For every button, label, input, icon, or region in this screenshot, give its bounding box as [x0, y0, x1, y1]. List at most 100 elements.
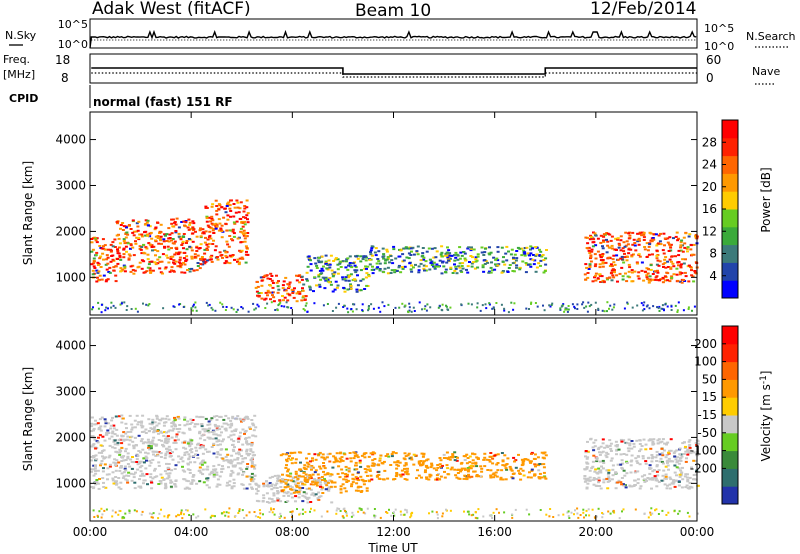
velocity-echo-cell — [183, 440, 187, 443]
power-echo-cell — [171, 269, 175, 272]
velocity-echo-cell — [648, 464, 652, 467]
velocity-echo-cell — [95, 440, 99, 443]
power-echo-cell — [637, 239, 641, 242]
velocity-clutter-cell — [92, 509, 95, 512]
power-echo-cell — [268, 278, 272, 280]
power-echo-cell — [140, 235, 144, 238]
velocity-echo-cell — [688, 449, 692, 452]
power-echo-cell — [539, 264, 542, 267]
power-echo-cell — [191, 226, 195, 229]
power-echo-cell — [634, 249, 638, 252]
velocity-echo-cell — [350, 483, 354, 486]
power-echo-cell — [408, 262, 412, 265]
velocity-clutter-cell — [477, 508, 480, 511]
power-echo-cell — [678, 280, 682, 283]
velocity-clutter-cell — [647, 516, 650, 519]
velocity-echo-cell — [496, 462, 500, 464]
velocity-echo-cell — [356, 471, 360, 474]
power-echo-cell — [161, 272, 164, 275]
velocity-clutter-cell — [649, 511, 652, 514]
velocity-echo-cell — [676, 460, 679, 463]
power-clutter-cell — [648, 307, 651, 310]
power-echo-cell — [167, 248, 171, 251]
velocity-echo-cell — [303, 480, 307, 483]
velocity-echo-cell — [667, 457, 671, 460]
velocity-echo-cell — [132, 476, 136, 479]
velocity-echo-cell — [666, 461, 669, 464]
power-echo-cell — [407, 247, 411, 250]
power-echo-cell — [220, 254, 224, 256]
velocity-echo-cell — [137, 485, 141, 488]
velocity-echo-cell — [270, 485, 274, 487]
velocity-clutter-cell — [100, 516, 103, 519]
power-echo-cell — [678, 273, 682, 276]
power-echo-cell — [461, 262, 465, 265]
power-echo-cell — [422, 264, 426, 267]
velocity-echo-cell — [521, 461, 525, 464]
velocity-echo-cell — [297, 490, 301, 493]
power-echo-cell — [389, 272, 393, 274]
velocity-echo-cell — [230, 469, 234, 472]
power-echo-cell — [515, 264, 519, 267]
power-echo-cell — [666, 241, 670, 244]
velocity-echo-cell — [221, 465, 224, 468]
power-echo-cell — [321, 276, 325, 279]
velocity-echo-cell — [222, 438, 225, 441]
power-echo-cell — [308, 288, 312, 291]
velocity-echo-cell — [408, 457, 412, 460]
velocity-clutter-cell — [474, 511, 477, 514]
power-echo-cell — [654, 270, 657, 273]
power-echo-cell — [228, 207, 232, 210]
power-echo-cell — [481, 266, 485, 269]
power-echo-cell — [90, 263, 94, 266]
power-echo-cell — [184, 220, 188, 222]
power-echo-cell — [231, 239, 235, 242]
velocity-echo-cell — [133, 426, 137, 429]
velocity-clutter-cell — [403, 513, 406, 516]
velocity-echo-cell — [212, 442, 216, 445]
power-echo-cell — [527, 263, 530, 266]
velocity-echo-cell — [237, 453, 241, 456]
power-echo-cell — [359, 255, 363, 258]
velocity-echo-cell — [130, 467, 134, 470]
power-clutter-cell — [283, 305, 286, 308]
velocity-clutter-cell — [225, 511, 228, 514]
velocity-echo-cell — [313, 471, 317, 474]
power-clutter-cell — [337, 302, 340, 305]
power-echo-cell — [180, 221, 184, 223]
power-echo-cell — [658, 260, 662, 263]
velocity-echo-cell — [310, 465, 314, 467]
velocity-echo-cell — [667, 451, 670, 454]
velocity-echo-cell — [146, 441, 150, 444]
velocity-echo-cell — [154, 444, 158, 447]
velocity-echo-cell — [211, 437, 215, 440]
velocity-echo-cell — [417, 474, 421, 477]
velocity-echo-cell — [154, 430, 158, 433]
velocity-echo-cell — [475, 465, 479, 468]
velocity-echo-cell — [636, 478, 640, 481]
velocity-echo-cell — [230, 424, 234, 427]
velocity-clutter-cell — [574, 509, 576, 512]
velocity-echo-cell — [622, 453, 626, 455]
velocity-colorbar-segment — [722, 361, 738, 380]
power-echo-cell — [333, 271, 337, 274]
velocity-echo-cell — [224, 422, 228, 425]
power-echo-cell — [270, 291, 274, 294]
power-echo-cell — [136, 229, 140, 232]
power-colorbar-label: Power [dB] — [759, 167, 773, 232]
velocity-echo-cell — [322, 470, 325, 473]
power-echo-cell — [625, 255, 629, 258]
velocity-echo-cell — [279, 500, 283, 503]
velocity-clutter-cell — [140, 513, 143, 516]
velocity-echo-cell — [428, 473, 432, 476]
power-echo-cell — [583, 273, 587, 276]
power-echo-cell — [476, 266, 480, 269]
power-echo-cell — [183, 263, 187, 266]
power-clutter-cell — [290, 307, 293, 309]
power-echo-cell — [662, 232, 666, 235]
velocity-echo-cell — [213, 423, 217, 426]
velocity-echo-cell — [224, 448, 228, 451]
velocity-echo-cell — [164, 421, 168, 424]
power-echo-cell — [349, 284, 353, 287]
power-echo-cell — [169, 255, 173, 258]
